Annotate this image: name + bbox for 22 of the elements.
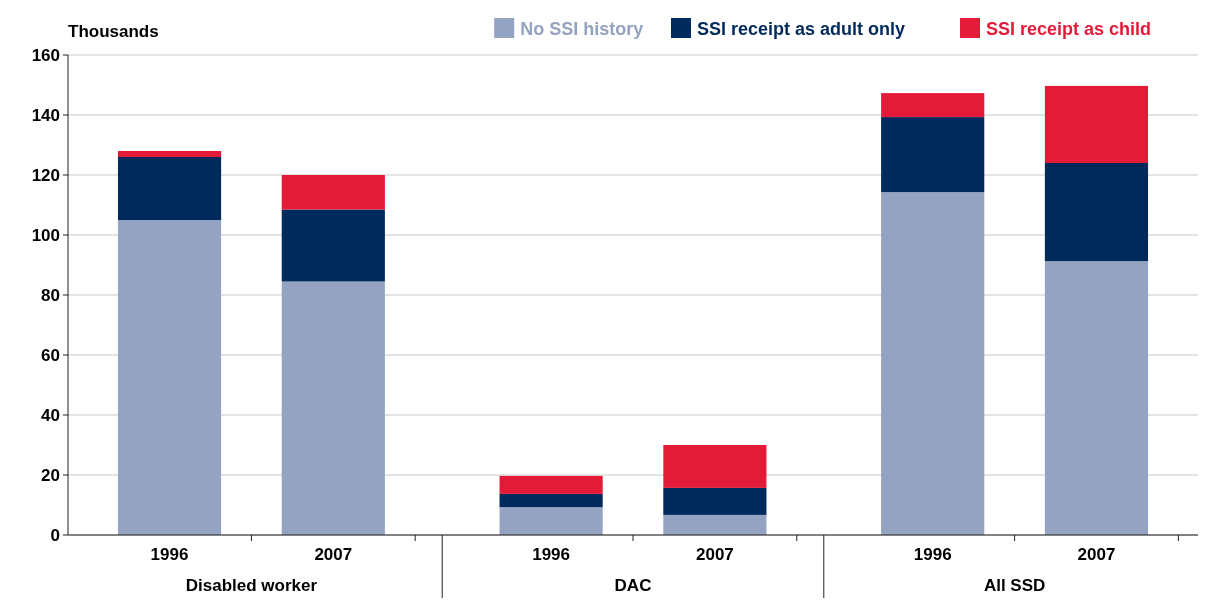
x-tick-label: 1996 (150, 545, 189, 564)
text: All SSD (983, 576, 1046, 595)
y-tick-label: 120 (31, 165, 60, 185)
y-tick-label: 40 (41, 405, 60, 425)
x-tick-label: 2007 (314, 545, 353, 564)
y-tick-label: 0 (50, 525, 60, 545)
x-tick-label: 1996 (532, 545, 571, 564)
x-tick-label: 1996 (913, 545, 952, 564)
text: DAC (614, 576, 652, 595)
legend-label: No SSI history (520, 19, 644, 39)
y-tick-label: 100 (31, 225, 60, 245)
y-tick-label: 60 (41, 345, 60, 365)
y-tick-label: 140 (31, 105, 60, 125)
y-tick-label: 160 (31, 45, 60, 65)
legend-label: SSI receipt as adult only (697, 19, 906, 39)
x-tick-label: 2007 (1077, 545, 1116, 564)
y-tick-label: 80 (41, 285, 60, 305)
legend-label: SSI receipt as child (986, 19, 1152, 39)
y-tick-label: 20 (41, 465, 60, 485)
text: Disabled worker (185, 576, 318, 595)
y-axis-title: Thousands (68, 22, 159, 41)
x-tick-label: 2007 (695, 545, 734, 564)
